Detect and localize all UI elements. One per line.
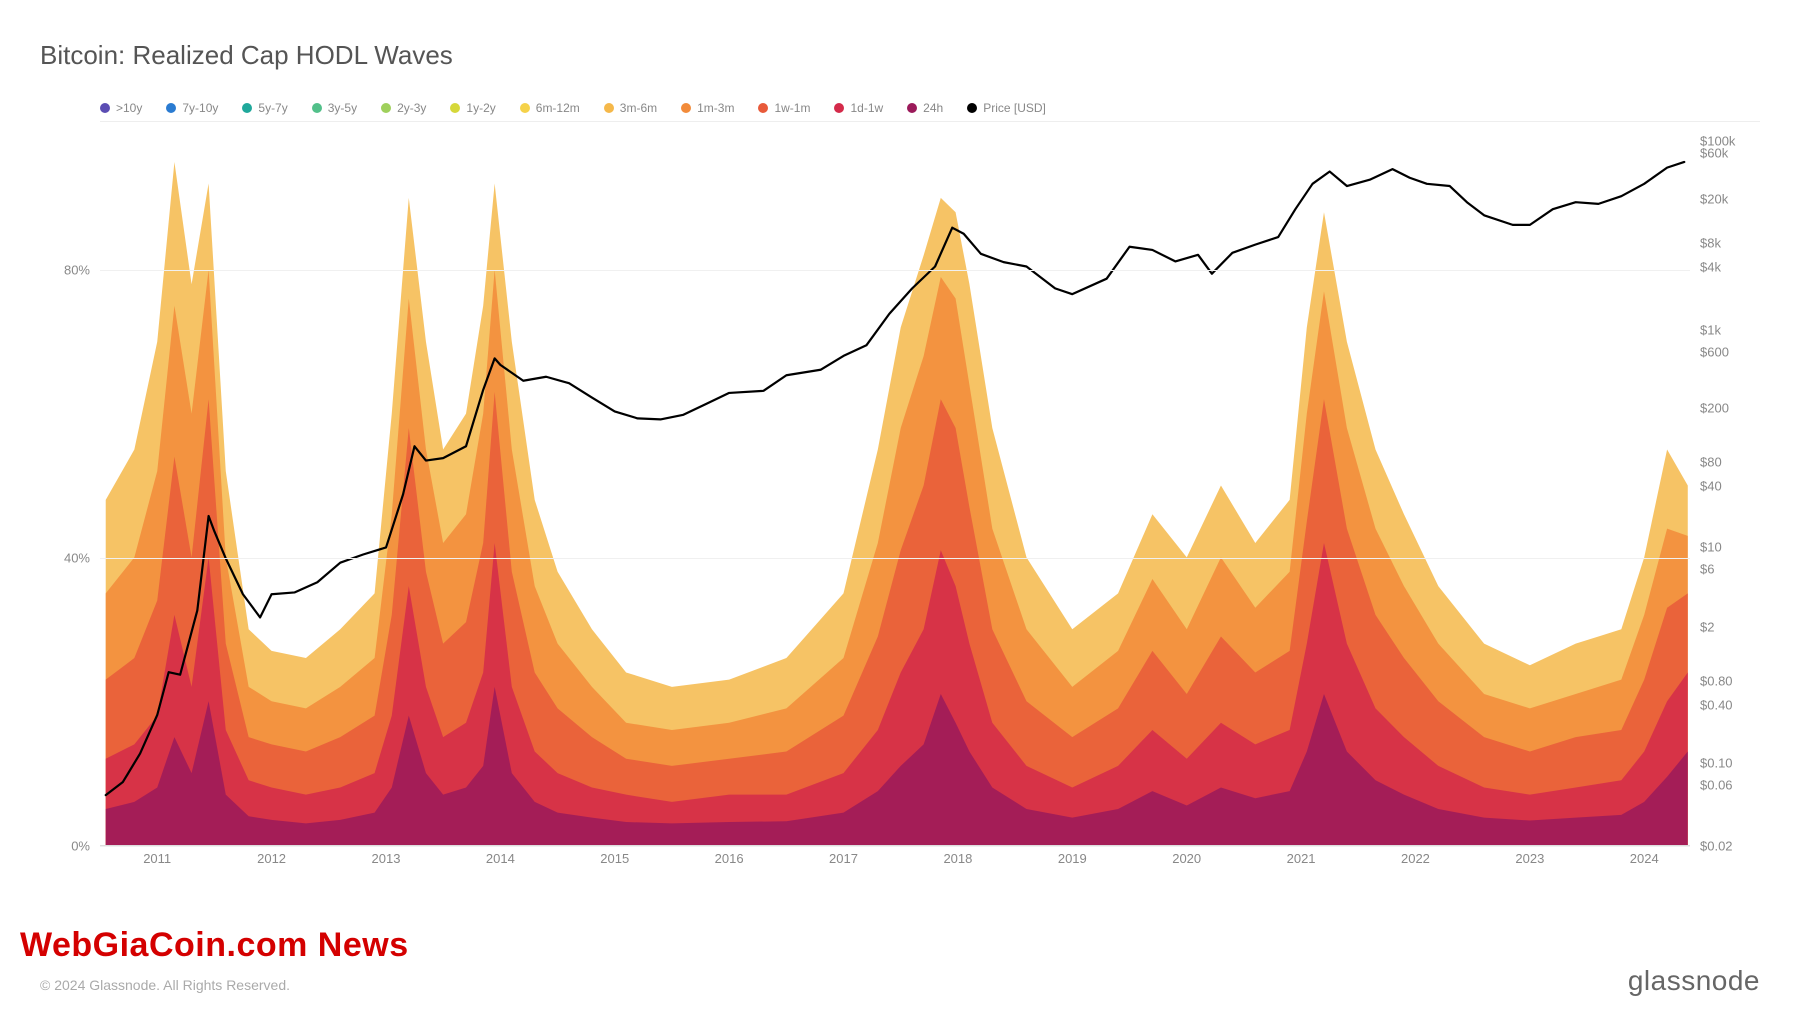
- brand-logo: glassnode: [1628, 965, 1760, 997]
- legend-label: 1y-2y: [466, 101, 495, 115]
- legend-label: 24h: [923, 101, 943, 115]
- x-tick: 2021: [1287, 851, 1316, 866]
- y-right-tick: $80: [1700, 454, 1722, 469]
- y-right-tick: $40: [1700, 479, 1722, 494]
- y-right-tick: $6: [1700, 561, 1714, 576]
- legend-label: 2y-3y: [397, 101, 426, 115]
- y-right-tick: $1k: [1700, 323, 1721, 338]
- x-axis: 2011 2012 2013 2014 2015 2016 2017 2018 2019 2020…: [100, 851, 1690, 871]
- legend-swatch: [381, 103, 391, 113]
- legend-item[interactable]: 2y-3y: [381, 101, 426, 115]
- y-right-tick: $0.10: [1700, 756, 1733, 771]
- legend-item[interactable]: 5y-7y: [242, 101, 287, 115]
- legend-item[interactable]: 1d-1w: [834, 101, 883, 115]
- x-tick: 2011: [143, 851, 171, 866]
- chart-area: 0% 40% 80% 2011 2012 2013 2014 2015 2016 2017 201…: [40, 126, 1760, 886]
- watermark: WebGiaCoin.com News: [20, 926, 409, 965]
- x-tick: 2015: [600, 851, 629, 866]
- legend-swatch: [681, 103, 691, 113]
- y-right-tick: $8k: [1700, 235, 1721, 250]
- y-left-tick: 80%: [64, 263, 90, 278]
- legend-swatch: [242, 103, 252, 113]
- legend-label: >10y: [116, 101, 142, 115]
- legend-item[interactable]: 3m-6m: [604, 101, 657, 115]
- legend-item[interactable]: 7y-10y: [166, 101, 218, 115]
- legend-item[interactable]: 24h: [907, 101, 943, 115]
- y-right-tick: $2: [1700, 620, 1714, 635]
- y-right-tick: $60k: [1700, 145, 1728, 160]
- y-axis-right: $100k$60k$20k$8k$4k$1k$600$200$80$40$10$…: [1690, 126, 1760, 886]
- chart-title: Bitcoin: Realized Cap HODL Waves: [40, 40, 1760, 71]
- plot: 2011201220132014201520162017201820192020…: [100, 126, 1690, 846]
- x-tick: 2017: [829, 851, 858, 866]
- x-tick: 2016: [715, 851, 744, 866]
- legend-label: Price [USD]: [983, 101, 1046, 115]
- legend-item[interactable]: 1m-3m: [681, 101, 734, 115]
- legend-swatch: [450, 103, 460, 113]
- legend-swatch: [100, 103, 110, 113]
- legend-swatch: [758, 103, 768, 113]
- copyright: © 2024 Glassnode. All Rights Reserved.: [40, 977, 290, 993]
- legend-item[interactable]: 1y-2y: [450, 101, 495, 115]
- y-right-tick: $20k: [1700, 191, 1728, 206]
- legend-label: 3y-5y: [328, 101, 357, 115]
- legend-label: 1w-1m: [774, 101, 810, 115]
- legend-label: 5y-7y: [258, 101, 287, 115]
- x-tick: 2013: [372, 851, 401, 866]
- legend-swatch: [907, 103, 917, 113]
- legend-label: 6m-12m: [536, 101, 580, 115]
- y-right-tick: $0.40: [1700, 697, 1733, 712]
- legend-label: 1d-1w: [850, 101, 883, 115]
- y-axis-left: 0% 40% 80%: [40, 126, 100, 886]
- y-right-tick: $10: [1700, 539, 1722, 554]
- x-tick: 2023: [1515, 851, 1544, 866]
- y-right-tick: $0.06: [1700, 778, 1733, 793]
- legend-swatch: [520, 103, 530, 113]
- y-left-tick: 0%: [71, 839, 90, 854]
- x-tick: 2012: [257, 851, 286, 866]
- y-right-tick: $0.02: [1700, 839, 1733, 854]
- legend-label: 1m-3m: [697, 101, 734, 115]
- legend: >10y 7y-10y 5y-7y 3y-5y 2y-3y 1y-2y 6m-12m 3m-6…: [100, 101, 1760, 122]
- x-tick: 2019: [1058, 851, 1087, 866]
- y-left-tick: 40%: [64, 551, 90, 566]
- legend-swatch: [967, 103, 977, 113]
- legend-item[interactable]: 3y-5y: [312, 101, 357, 115]
- y-right-tick: $0.80: [1700, 673, 1733, 688]
- legend-label: 3m-6m: [620, 101, 657, 115]
- x-tick: 2022: [1401, 851, 1430, 866]
- legend-item[interactable]: 6m-12m: [520, 101, 580, 115]
- legend-swatch: [604, 103, 614, 113]
- x-tick: 2014: [486, 851, 515, 866]
- legend-item[interactable]: Price [USD]: [967, 101, 1046, 115]
- legend-item[interactable]: >10y: [100, 101, 142, 115]
- x-tick: 2020: [1172, 851, 1201, 866]
- y-right-tick: $600: [1700, 345, 1729, 360]
- y-right-tick: $4k: [1700, 260, 1721, 275]
- legend-swatch: [166, 103, 176, 113]
- x-tick: 2018: [943, 851, 972, 866]
- y-right-tick: $200: [1700, 401, 1729, 416]
- x-tick: 2024: [1630, 851, 1659, 866]
- legend-swatch: [312, 103, 322, 113]
- legend-swatch: [834, 103, 844, 113]
- legend-label: 7y-10y: [182, 101, 218, 115]
- legend-item[interactable]: 1w-1m: [758, 101, 810, 115]
